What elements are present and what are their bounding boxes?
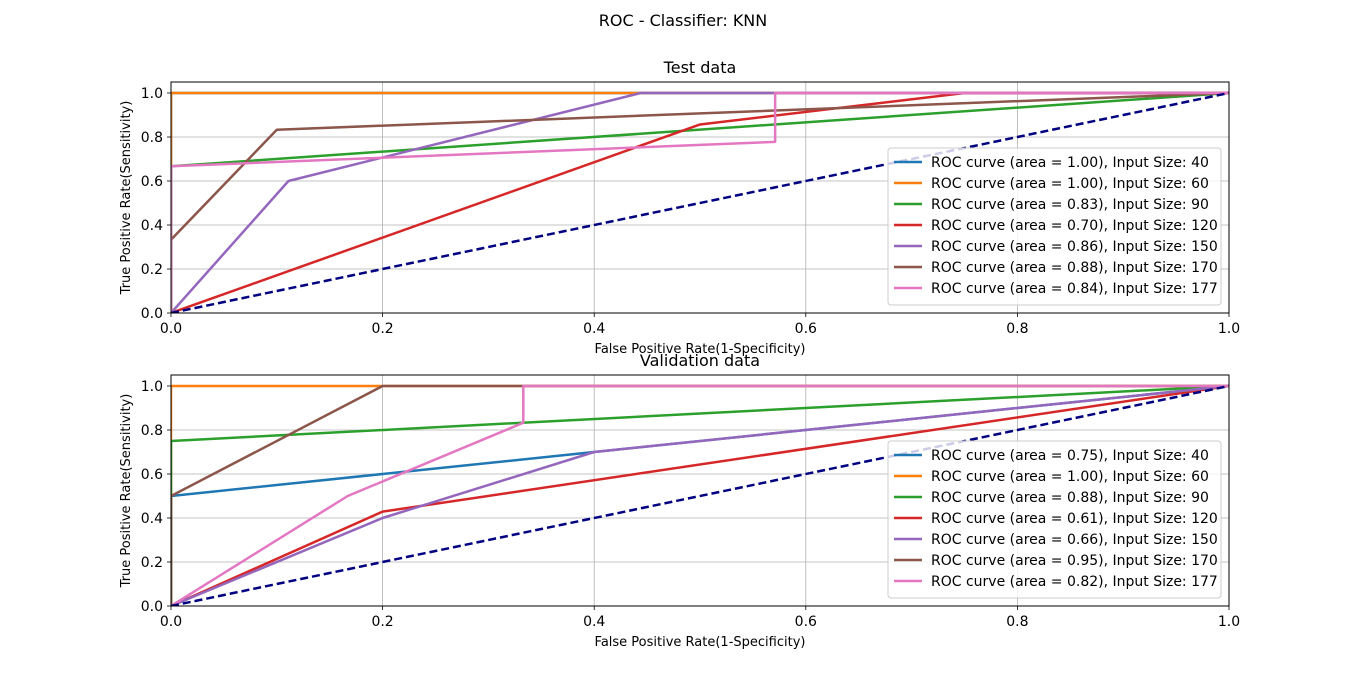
x-tick-label: 0.4 xyxy=(583,614,605,630)
diagonal-reference-line xyxy=(171,91,1229,313)
legend-entry: ROC curve (area = 1.00), Input Size: 60 xyxy=(931,469,1209,485)
roc-curve-7 xyxy=(171,384,1229,606)
legend-entry: ROC curve (area = 0.82), Input Size: 177 xyxy=(931,574,1218,590)
figure-suptitle: ROC - Classifier: KNN xyxy=(599,11,768,30)
y-tick-label: 0.6 xyxy=(141,467,163,483)
x-tick-label: 0.6 xyxy=(795,614,817,630)
y-tick-label: 0.6 xyxy=(141,174,163,190)
x-tick-label: 0.2 xyxy=(371,321,393,337)
legend: ROC curve (area = 1.00), Input Size: 40 R… xyxy=(887,147,1222,306)
roc-curve-6 xyxy=(171,91,1229,313)
legend-entry: ROC curve (area = 0.84), Input Size: 177 xyxy=(931,281,1218,297)
x-tick-label: 0.8 xyxy=(1006,614,1028,630)
axes-frame xyxy=(170,374,1230,607)
y-tick-label: 0.0 xyxy=(141,306,163,322)
y-tick-label: 0.4 xyxy=(141,218,163,234)
legend-box xyxy=(887,440,1222,599)
roc-curve-3 xyxy=(171,384,1229,606)
y-axis-label: True Positive Rate(Sensitivity) xyxy=(119,394,134,589)
legend-entry: ROC curve (area = 1.00), Input Size: 40 xyxy=(931,155,1209,171)
x-tick-label: 0.8 xyxy=(1006,321,1028,337)
legend-entry: ROC curve (area = 0.75), Input Size: 40 xyxy=(931,448,1209,464)
axes-frame xyxy=(170,81,1230,314)
y-tick-label: 0.4 xyxy=(141,511,163,527)
x-tick-label: 0.2 xyxy=(371,614,393,630)
legend-entry: ROC curve (area = 0.83), Input Size: 90 xyxy=(931,197,1209,213)
roc-curve-5 xyxy=(171,384,1229,606)
roc-panel-test: 0.0 0.2 0.4 0.6 0.8 1.0 0.0 0.2 0.4 0.6 0.8 1.0 Test… xyxy=(119,58,1240,357)
panel-title: Validation data xyxy=(640,351,760,370)
legend-entry: ROC curve (area = 0.86), Input Size: 150 xyxy=(931,239,1218,255)
legend-entry: ROC curve (area = 0.88), Input Size: 170 xyxy=(931,260,1218,276)
x-tick-label: 1.0 xyxy=(1218,321,1240,337)
diagonal-reference-line xyxy=(171,384,1229,606)
legend-entry: ROC curve (area = 0.61), Input Size: 120 xyxy=(931,511,1218,527)
y-axis-label: True Positive Rate(Sensitivity) xyxy=(119,101,134,296)
y-tick-label: 0.2 xyxy=(141,555,163,571)
x-tick-label: 0.6 xyxy=(795,321,817,337)
x-tick-label: 0.4 xyxy=(583,321,605,337)
legend-entry: ROC curve (area = 0.70), Input Size: 120 xyxy=(931,218,1218,234)
x-axis-label: False Positive Rate(1-Specificity) xyxy=(595,342,806,357)
roc-curve-7 xyxy=(171,91,1229,313)
legend: ROC curve (area = 0.75), Input Size: 40 R… xyxy=(887,440,1222,599)
x-axis-label: False Positive Rate(1-Specificity) xyxy=(595,635,806,650)
y-tick-label: 0.8 xyxy=(141,130,163,146)
series-lines xyxy=(171,384,1229,606)
x-tick-label: 1.0 xyxy=(1218,614,1240,630)
panel-title: Test data xyxy=(663,58,737,77)
series-lines xyxy=(171,91,1229,313)
x-tick-label: 0.0 xyxy=(160,321,182,337)
legend-entry: ROC curve (area = 0.66), Input Size: 150 xyxy=(931,532,1218,548)
roc-curve-3 xyxy=(171,91,1229,313)
y-tick-label: 1.0 xyxy=(141,86,163,102)
y-tick-label: 0.8 xyxy=(141,423,163,439)
y-tick-label: 0.0 xyxy=(141,599,163,615)
legend-entry: ROC curve (area = 0.88), Input Size: 90 xyxy=(931,490,1209,506)
legend-entry: ROC curve (area = 1.00), Input Size: 60 xyxy=(931,176,1209,192)
roc-panel-validation: 0.0 0.2 0.4 0.6 0.8 1.0 0.0 0.2 0.4 0.6 0.8 1.0 Vali… xyxy=(119,351,1240,650)
x-tick-label: 0.0 xyxy=(160,614,182,630)
y-tick-label: 1.0 xyxy=(141,379,163,395)
roc-curve-4 xyxy=(171,384,1229,606)
legend-box xyxy=(887,147,1222,306)
legend-entry: ROC curve (area = 0.95), Input Size: 170 xyxy=(931,553,1218,569)
y-tick-label: 0.2 xyxy=(141,262,163,278)
